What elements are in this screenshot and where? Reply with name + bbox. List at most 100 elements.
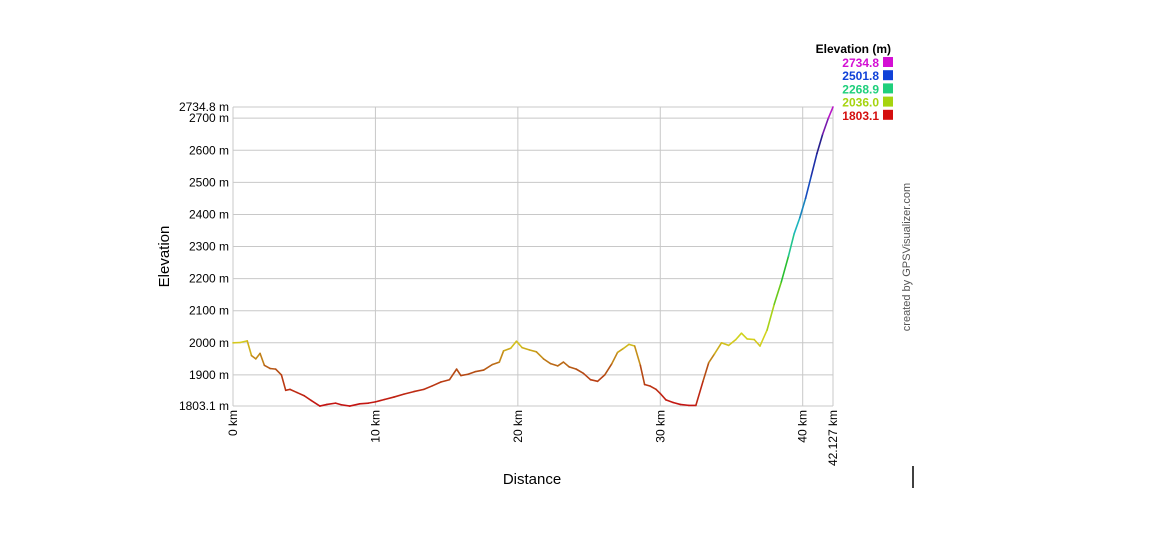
elevation-segment [263, 364, 271, 370]
elevation-segment [460, 373, 469, 377]
legend-swatch [883, 96, 893, 107]
elevation-segment [491, 361, 501, 366]
elevation-segment [575, 368, 585, 375]
elevation-segment [280, 374, 287, 392]
elevation-segment [303, 394, 313, 402]
elevation-segment [672, 401, 682, 406]
elevation-segment [746, 338, 756, 341]
elevation-segment [498, 350, 505, 363]
y-tick-label: 1900 m [189, 368, 229, 382]
elevation-segment [780, 255, 790, 283]
elevation-segment [482, 363, 494, 371]
elevation-segment [556, 361, 565, 367]
elevation-segment [649, 385, 657, 391]
x-tick-label: 40 km [796, 410, 810, 443]
y-tick-label: 2000 m [189, 336, 229, 350]
elevation-segment [367, 401, 377, 404]
elevation-segment [655, 388, 662, 395]
y-axis-title: Elevation [156, 226, 173, 288]
elevation-segment [821, 117, 830, 136]
elevation-segment [274, 368, 283, 376]
y-tick-label: 2700 m [189, 111, 229, 125]
elevation-segment [448, 368, 458, 381]
elevation-segment [639, 364, 646, 386]
elevation-segment [549, 362, 559, 367]
elevation-segment [707, 353, 716, 364]
y-tick-label: 2200 m [189, 272, 229, 286]
elevation-segment [393, 393, 405, 398]
elevation-segment [562, 361, 570, 368]
y-tick-labels: 1803.1 m 1900 m 2000 m 2100 m 2200 m 2300 m 24… [179, 100, 229, 413]
elevation-segment [679, 403, 690, 407]
elevation-segment [296, 391, 306, 397]
elevation-segment [326, 402, 337, 406]
legend-entry-label: 2501.8 [842, 69, 879, 83]
legend-swatch [883, 57, 893, 67]
y-tick-label: 1803.1 m [179, 399, 229, 413]
elevation-segment [773, 281, 783, 306]
elevation-segment [633, 345, 642, 367]
legend: Elevation (m) 2734.82501.82268.92036.018… [816, 42, 893, 123]
y-tick-label: 2600 m [189, 143, 229, 157]
x-tick-label: 10 km [368, 410, 382, 443]
elevation-segment [467, 370, 476, 376]
elevation-segment [611, 351, 619, 365]
elevation-segment [659, 392, 667, 401]
x-tick-label: 42.127 km [826, 410, 840, 466]
elevation-segment [787, 232, 795, 257]
legend-title: Elevation (m) [816, 42, 891, 56]
elevation-segment [502, 347, 512, 352]
elevation-segment [542, 358, 552, 365]
elevation-segment [596, 374, 606, 383]
elevation-segment [702, 361, 710, 383]
elevation-segment [509, 340, 518, 350]
elevation-segment [603, 362, 613, 376]
elevation-segment [383, 396, 395, 401]
x-tick-label: 0 km [226, 410, 240, 436]
elevation-segment [413, 388, 425, 393]
elevation-segment [515, 340, 523, 349]
legend-entry-label: 2268.9 [842, 82, 879, 96]
elevation-segment [403, 390, 415, 395]
legend-swatch [883, 83, 893, 94]
x-axis-title: Distance [503, 471, 561, 488]
legend-entry-label: 2734.8 [842, 56, 879, 70]
elevation-line [232, 106, 834, 407]
elevation-segment [713, 342, 723, 355]
elevation-segment [246, 340, 253, 357]
legend-swatch [883, 70, 893, 81]
y-tick-label: 2734.8 m [179, 100, 229, 114]
elevation-segment [695, 380, 704, 407]
x-tick-label: 30 km [653, 410, 667, 443]
elevation-segment [374, 398, 385, 403]
elevation-segment [250, 354, 257, 360]
legend-swatch [883, 109, 893, 120]
elevation-segment [254, 352, 261, 360]
elevation-segment [455, 368, 462, 377]
y-tick-label: 2500 m [189, 175, 229, 189]
elevation-segment [310, 399, 321, 407]
elevation-segment [799, 197, 807, 219]
elevation-segment [727, 338, 737, 347]
plot-area [233, 107, 833, 406]
elevation-segment [269, 367, 277, 370]
elevation-segment [665, 399, 674, 404]
elevation-segment [622, 343, 630, 350]
x-tick-labels: 0 km 10 km 20 km 30 km 40 km 42.127 km [226, 410, 840, 466]
elevation-segment [521, 346, 531, 351]
legend-entry-label: 2036.0 [842, 96, 879, 110]
y-tick-label: 2400 m [189, 207, 229, 221]
credit-text: created by GPSVisualizer.com [901, 183, 913, 331]
y-tick-label: 2300 m [189, 240, 229, 254]
elevation-segment [827, 106, 834, 119]
elevation-segment [474, 369, 485, 373]
elevation-segment [358, 402, 370, 405]
elevation-segment [348, 402, 361, 407]
elevation-segment [589, 378, 599, 383]
elevation-segment [753, 338, 761, 347]
elevation-segment [734, 332, 743, 341]
elevation-segment [568, 366, 578, 370]
elevation-segment [423, 385, 434, 391]
elevation-segment [582, 372, 592, 381]
